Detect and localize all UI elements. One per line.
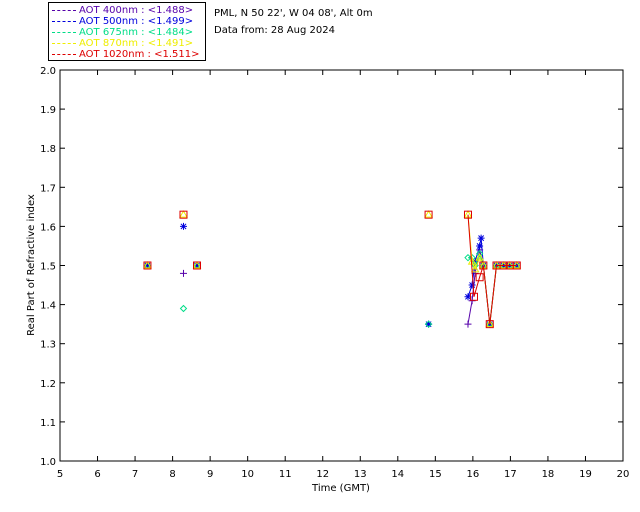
x-tick-label: 7 (132, 469, 138, 480)
data-point (179, 304, 188, 313)
y-tick-label: 1.3 (40, 340, 56, 351)
legend-item-870: AOT 870nm : <1.491> (52, 38, 193, 49)
legend: AOT 400nm : <1.488> AOT 500nm : <1.499> … (48, 2, 206, 61)
legend-label-675: AOT 675nm : <1.484> (79, 27, 194, 38)
x-tick-label: 19 (579, 469, 592, 480)
x-tick-label: 5 (57, 469, 63, 480)
series-4 (143, 210, 521, 329)
x-tick-label: 20 (617, 469, 630, 480)
data-point (193, 262, 201, 269)
legend-label-870: AOT 870nm : <1.491> (79, 38, 194, 49)
site-info: PML, N 50 22', W 04 08', Alt 0m (214, 8, 373, 19)
data-point (469, 292, 478, 301)
data-point (192, 261, 201, 270)
data-point (499, 261, 508, 270)
data-point (464, 320, 472, 328)
data-point (464, 293, 472, 301)
legend-line-675 (52, 31, 76, 33)
data-point (485, 320, 494, 329)
data-point (468, 281, 476, 289)
data-point (143, 261, 152, 270)
x-tick-label: 9 (207, 469, 213, 480)
x-tick-label: 8 (169, 469, 175, 480)
y-tick-label: 1.0 (40, 457, 56, 468)
legend-line-870 (52, 42, 76, 44)
x-tick-label: 6 (94, 469, 100, 480)
y-tick-label: 1.1 (40, 418, 56, 429)
data-point (463, 210, 472, 219)
data-point (424, 320, 433, 328)
legend-label-1020: AOT 1020nm : <1.511> (79, 49, 200, 60)
data-point (179, 222, 187, 230)
data-point (471, 258, 479, 266)
x-tick-label: 16 (466, 469, 479, 480)
legend-line-1020 (52, 53, 76, 55)
legend-label-500: AOT 500nm : <1.499> (79, 16, 194, 27)
data-point (476, 242, 484, 250)
x-tick-label: 17 (504, 469, 517, 480)
data-point (143, 262, 151, 269)
series-0 (143, 246, 521, 328)
y-tick-label: 1.7 (40, 183, 56, 194)
data-point (179, 210, 188, 218)
y-axis-label: Real Part of Refractive index (26, 194, 37, 336)
x-tick-label: 13 (354, 469, 367, 480)
data-point (477, 234, 485, 242)
date-info: Data from: 28 Aug 2024 (214, 25, 335, 36)
x-axis-label: Time (GMT) (311, 483, 370, 494)
legend-label-400: AOT 400nm : <1.488> (79, 5, 194, 16)
legend-line-500 (52, 20, 76, 22)
data-point (470, 264, 480, 273)
series-1 (143, 222, 521, 328)
y-tick-label: 1.5 (40, 262, 56, 273)
data-point (467, 257, 477, 265)
data-point (475, 273, 484, 282)
data-point (424, 210, 433, 219)
y-tick-label: 1.9 (40, 105, 56, 116)
data-point (192, 261, 202, 269)
y-tick-label: 1.6 (40, 222, 56, 233)
data-point (143, 261, 152, 269)
data-point (479, 261, 488, 270)
y-tick-label: 1.4 (40, 301, 56, 312)
x-tick-label: 10 (241, 469, 254, 480)
data-point (475, 253, 484, 261)
data-point (179, 269, 187, 277)
y-tick-label: 2.0 (40, 66, 56, 77)
x-tick-label: 15 (429, 469, 442, 480)
legend-item-1020: AOT 1020nm : <1.511> (52, 49, 199, 60)
series-layer (143, 210, 522, 329)
data-point (485, 319, 495, 328)
data-point (512, 261, 521, 270)
data-point (179, 210, 188, 219)
legend-item-400: AOT 400nm : <1.488> (52, 5, 193, 16)
series-line (467, 238, 517, 325)
y-tick-label: 1.2 (40, 379, 56, 390)
x-tick-label: 11 (279, 469, 292, 480)
x-tick-label: 18 (542, 469, 555, 480)
legend-item-500: AOT 500nm : <1.499> (52, 16, 193, 27)
data-point (425, 320, 433, 328)
legend-item-675: AOT 675nm : <1.484> (52, 27, 193, 38)
y-tick-label: 1.8 (40, 144, 56, 155)
legend-line-400 (52, 9, 76, 11)
axis-ticks: 5 6 7 8 9 10 11 12 13 14 15 16 17 18 19 20 1.0 1.1 1.2 1.3 1… (40, 66, 629, 480)
x-tick-label: 12 (316, 469, 329, 480)
data-point (424, 210, 433, 218)
x-tick-label: 14 (391, 469, 404, 480)
